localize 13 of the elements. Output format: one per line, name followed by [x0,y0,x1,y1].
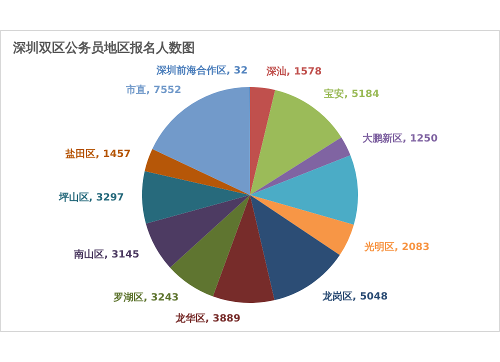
slice-label: 市直, 7552 [125,84,182,96]
slice-label: 宝安, 5184 [324,88,380,100]
slice-label: 龙华区, 3889 [174,312,240,324]
slice-label: 深汕, 1578 [266,65,322,78]
slice-label: 罗湖区, 3243 [112,291,179,304]
slice-label: 大鹏新区, 1250 [362,132,438,144]
slice-label: 光明区, 2083 [363,240,430,253]
slice-label: 南山区, 3145 [73,248,140,260]
slice-label: 龙岗区, 5048 [322,290,388,303]
slice-label: 盐田区, 1457 [64,148,131,160]
slice-label: 深圳前海合作区, 32 [156,64,248,77]
chart-title: 深圳双区公务员地区报名人数图 [13,40,195,57]
slice-label: 坪山区, 3297 [58,191,124,204]
